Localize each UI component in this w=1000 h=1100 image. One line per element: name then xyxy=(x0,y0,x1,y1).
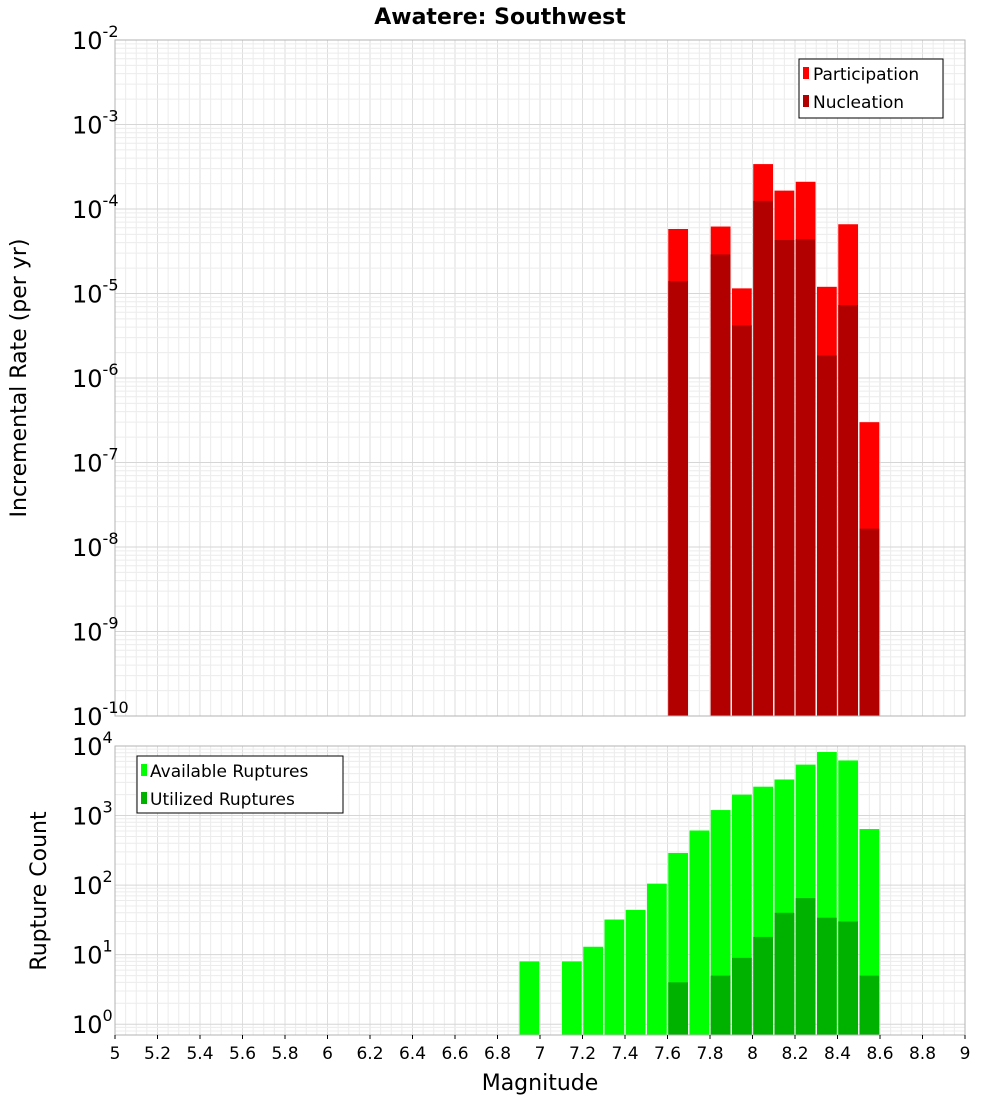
y-tick-label: 103 xyxy=(72,798,113,831)
utilized-legend-label: Utilized Ruptures xyxy=(150,790,295,810)
chart-title: Awatere: Southwest xyxy=(374,5,626,30)
x-tick-label: 7.2 xyxy=(569,1044,596,1064)
bar-available-ruptures xyxy=(519,961,540,1035)
y-tick-label: 10-7 xyxy=(72,445,119,478)
y-tick-label: 104 xyxy=(72,728,113,761)
y-tick-label: 101 xyxy=(72,937,113,970)
nucleation-legend-label: Nucleation xyxy=(813,93,904,113)
y-tick-label: 10-3 xyxy=(72,107,119,140)
bar-available-ruptures xyxy=(583,946,603,1035)
y-tick-label: 10-10 xyxy=(72,698,129,731)
bar-utilized-ruptures xyxy=(774,912,795,1035)
count-y-axis-label: Rupture Count xyxy=(27,811,52,971)
bar-nucleation xyxy=(774,239,795,716)
bar-utilized-ruptures xyxy=(753,936,773,1035)
x-tick-label: 9 xyxy=(960,1044,971,1064)
bar-available-ruptures xyxy=(689,830,710,1035)
bar-utilized-ruptures xyxy=(817,917,837,1035)
count-y-tick-labels: 100 101 102 103 104 xyxy=(72,728,113,1039)
x-tick-label: 6.6 xyxy=(441,1044,468,1064)
participation-legend-label: Participation xyxy=(813,65,919,85)
magnitude-x-tick-labels: 5 5.2 5.4 5.6 5.8 6 6.2 6.4 6.6 6.8 7 7.2 7.4 7.6 7.8 8… xyxy=(110,1035,971,1064)
x-tick-label: 6.2 xyxy=(356,1044,383,1064)
nucleation-legend-swatch xyxy=(803,95,809,107)
rate-y-tick-labels: 10-10 10-9 10-8 10-7 10-6 10-5 10-4 10-3 10-2 xyxy=(72,22,129,731)
rate-gridlines xyxy=(114,39,966,717)
y-tick-label: 10-4 xyxy=(72,191,119,224)
rate-panel: 10-10 10-9 10-8 10-7 10-6 10-5 10-4 10-3 10-2 In… xyxy=(7,22,966,731)
y-tick-label: 10-6 xyxy=(72,360,119,393)
x-tick-label: 5.6 xyxy=(229,1044,256,1064)
utilized-legend-swatch xyxy=(141,792,147,804)
x-tick-label: 8.4 xyxy=(824,1044,851,1064)
bar-nucleation xyxy=(732,325,752,716)
x-tick-label: 8.2 xyxy=(781,1044,808,1064)
y-tick-label: 10-5 xyxy=(72,276,119,309)
x-tick-label: 8 xyxy=(747,1044,758,1064)
x-tick-label: 6.8 xyxy=(484,1044,511,1064)
bar-available-ruptures xyxy=(625,909,646,1035)
x-tick-label: 8.8 xyxy=(909,1044,936,1064)
x-tick-label: 6 xyxy=(322,1044,333,1064)
rate-legend: Participation Nucleation xyxy=(798,58,944,119)
y-tick-label: 10-2 xyxy=(72,22,119,55)
x-tick-label: 5.2 xyxy=(144,1044,171,1064)
rate-y-axis-label: Incremental Rate (per yr) xyxy=(7,239,32,518)
bar-nucleation xyxy=(795,239,816,717)
count-bars xyxy=(519,751,880,1035)
count-legend-box xyxy=(136,755,344,814)
y-tick-label: 100 xyxy=(72,1006,113,1039)
bar-nucleation xyxy=(668,281,688,716)
x-tick-label: 5.8 xyxy=(271,1044,298,1064)
y-tick-label: 10-8 xyxy=(72,529,119,562)
bar-available-ruptures xyxy=(604,919,625,1035)
x-tick-label: 7.4 xyxy=(611,1044,638,1064)
bar-nucleation xyxy=(859,528,880,716)
x-axis-label: Magnitude xyxy=(482,1071,599,1096)
x-tick-label: 5.4 xyxy=(186,1044,213,1064)
bar-utilized-ruptures xyxy=(710,975,731,1035)
y-tick-label: 10-9 xyxy=(72,614,119,647)
available-legend-swatch xyxy=(141,764,147,776)
rate-plot-frame xyxy=(114,39,966,717)
bar-utilized-ruptures xyxy=(795,898,816,1035)
y-tick-label: 102 xyxy=(72,867,113,900)
bar-nucleation xyxy=(838,305,858,716)
bar-nucleation xyxy=(710,254,731,716)
bar-nucleation xyxy=(817,355,837,716)
rupture-count-panel: 100 101 102 103 104 5 5.2 5.4 5.6 5.8 6 6.2 6.4 6.6 6… xyxy=(27,728,970,1096)
available-legend-label: Available Ruptures xyxy=(150,762,308,782)
rate-bars xyxy=(668,164,880,717)
x-tick-label: 6.4 xyxy=(399,1044,426,1064)
bar-nucleation xyxy=(753,200,773,717)
bar-utilized-ruptures xyxy=(732,957,752,1035)
bar-utilized-ruptures xyxy=(859,975,880,1035)
count-legend: Available Ruptures Utilized Ruptures xyxy=(136,755,344,814)
bar-available-ruptures xyxy=(562,961,582,1035)
bar-utilized-ruptures xyxy=(838,921,858,1035)
bar-available-ruptures xyxy=(647,883,667,1035)
x-tick-label: 8.6 xyxy=(866,1044,893,1064)
x-tick-label: 7 xyxy=(535,1044,546,1064)
participation-legend-swatch xyxy=(803,67,809,79)
x-tick-label: 5 xyxy=(110,1044,121,1064)
x-tick-label: 7.6 xyxy=(654,1044,681,1064)
bar-utilized-ruptures xyxy=(668,982,688,1035)
x-tick-label: 7.8 xyxy=(696,1044,723,1064)
rate-legend-box xyxy=(798,58,944,119)
